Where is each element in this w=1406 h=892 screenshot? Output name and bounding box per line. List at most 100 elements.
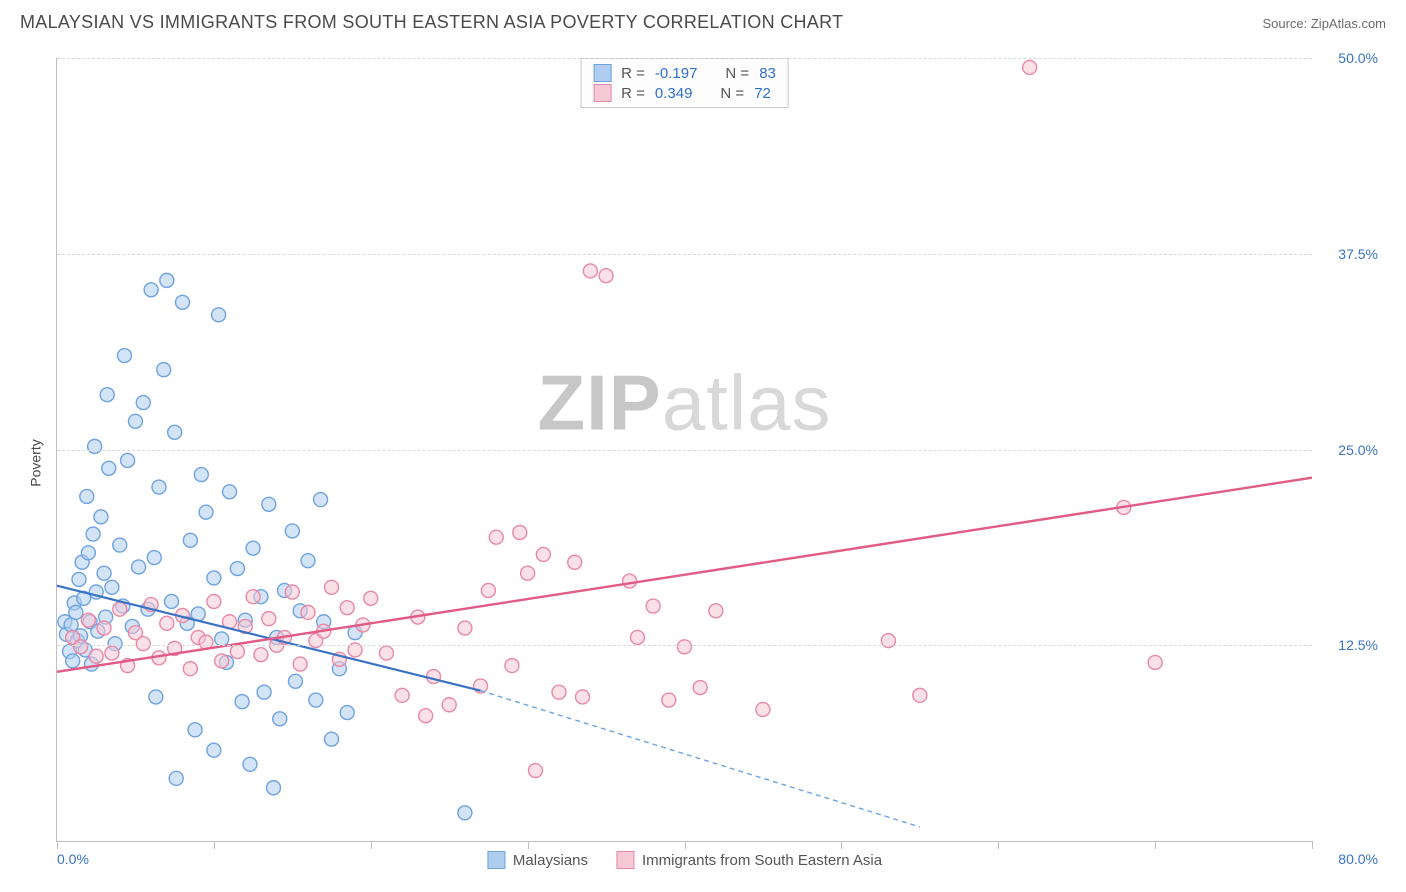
scatter-point [97, 621, 111, 635]
scatter-point [552, 685, 566, 699]
chart-title: MALAYSIAN VS IMMIGRANTS FROM SOUTH EASTE… [20, 12, 843, 33]
scatter-point [160, 616, 174, 630]
scatter-point [128, 414, 142, 428]
scatter-point [599, 269, 613, 283]
y-axis-label: Poverty [28, 439, 44, 486]
legend-item: Immigrants from South Eastern Asia [616, 851, 882, 869]
scatter-point [266, 781, 280, 795]
scatter-point [157, 363, 171, 377]
trend-line-extrapolated [481, 691, 920, 827]
scatter-point [169, 771, 183, 785]
scatter-point [568, 555, 582, 569]
scatter-point [86, 527, 100, 541]
scatter-point [136, 637, 150, 651]
scatter-point [427, 670, 441, 684]
scatter-point [913, 688, 927, 702]
series-legend: Malaysians Immigrants from South Eastern… [487, 851, 882, 869]
source-label: Source: ZipAtlas.com [1262, 16, 1386, 31]
scatter-point [273, 712, 287, 726]
scatter-point [285, 585, 299, 599]
scatter-point [662, 693, 676, 707]
y-tick-label: 37.5% [1338, 246, 1378, 262]
scatter-point [583, 264, 597, 278]
scatter-point [230, 562, 244, 576]
scatter-point [489, 530, 503, 544]
scatter-point [379, 646, 393, 660]
chart-container: Poverty ZIPatlas R = -0.197 N = 83 R = 0… [20, 44, 1386, 882]
scatter-point [1148, 655, 1162, 669]
scatter-point [188, 723, 202, 737]
scatter-point [458, 806, 472, 820]
scatter-point [102, 461, 116, 475]
scatter-point [536, 547, 550, 561]
scatter-point [235, 695, 249, 709]
scatter-point [395, 688, 409, 702]
y-tick-label: 12.5% [1338, 637, 1378, 653]
scatter-point [69, 605, 83, 619]
scatter-point [246, 590, 260, 604]
legend-label: Immigrants from South Eastern Asia [642, 852, 882, 869]
scatter-point [223, 485, 237, 499]
scatter-point [340, 601, 354, 615]
scatter-point [121, 453, 135, 467]
scatter-point [325, 580, 339, 594]
scatter-point [144, 283, 158, 297]
legend-item: Malaysians [487, 851, 588, 869]
plot-area: ZIPatlas R = -0.197 N = 83 R = 0.349 N =… [56, 58, 1312, 842]
scatter-point [646, 599, 660, 613]
scatter-point [301, 554, 315, 568]
scatter-point [132, 560, 146, 574]
scatter-point [678, 640, 692, 654]
scatter-point [257, 685, 271, 699]
scatter-point [293, 657, 307, 671]
scatter-point [199, 505, 213, 519]
scatter-point [442, 698, 456, 712]
scatter-point [117, 349, 131, 363]
scatter-point [89, 649, 103, 663]
scatter-point [364, 591, 378, 605]
swatch-icon [487, 851, 505, 869]
scatter-point [100, 388, 114, 402]
scatter-point [136, 396, 150, 410]
scatter-point [105, 580, 119, 594]
scatter-point [113, 538, 127, 552]
x-axis-min-label: 0.0% [57, 851, 89, 867]
swatch-icon [616, 851, 634, 869]
scatter-point [481, 583, 495, 597]
scatter-point [176, 295, 190, 309]
scatter-point [147, 551, 161, 565]
scatter-point [94, 510, 108, 524]
scatter-point [309, 693, 323, 707]
scatter-point [630, 630, 644, 644]
scatter-point [74, 640, 88, 654]
scatter-point [81, 613, 95, 627]
scatter-point [230, 645, 244, 659]
scatter-point [80, 489, 94, 503]
y-tick-label: 50.0% [1338, 50, 1378, 66]
scatter-point [149, 690, 163, 704]
x-axis-max-label: 80.0% [1338, 851, 1378, 867]
scatter-point [285, 524, 299, 538]
scatter-point [207, 743, 221, 757]
scatter-point [212, 308, 226, 322]
scatter-point [215, 654, 229, 668]
scatter-point [81, 546, 95, 560]
scatter-point [709, 604, 723, 618]
scatter-point [623, 574, 637, 588]
scatter-point [528, 764, 542, 778]
scatter-point [168, 425, 182, 439]
scatter-point [301, 605, 315, 619]
scatter-point [756, 702, 770, 716]
scatter-point [458, 621, 472, 635]
scatter-point [288, 674, 302, 688]
scatter-point [262, 497, 276, 511]
legend-label: Malaysians [513, 852, 588, 869]
scatter-point [254, 648, 268, 662]
scatter-point [314, 493, 328, 507]
scatter-point [419, 709, 433, 723]
scatter-point [113, 602, 127, 616]
scatter-point [246, 541, 260, 555]
scatter-point [1023, 60, 1037, 74]
scatter-point [165, 594, 179, 608]
y-tick-label: 25.0% [1338, 442, 1378, 458]
